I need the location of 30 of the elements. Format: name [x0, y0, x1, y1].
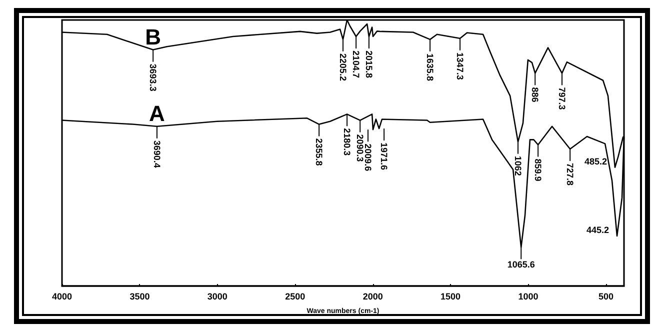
x-tick-label: 2500	[285, 292, 306, 302]
annotation: 2180.3	[342, 128, 352, 156]
x-tick-label: 4000	[52, 292, 72, 302]
annotation: 1065.6	[507, 260, 535, 270]
x-tick-label: 3500	[130, 292, 150, 302]
annotation: 2009.6	[362, 144, 373, 172]
annotation: 2015.8	[364, 50, 374, 78]
x-tick-label: 2000	[362, 292, 383, 302]
annotation: 3690.4	[152, 140, 162, 168]
annotation: 797.3	[556, 87, 567, 110]
annotation: 2104.7	[351, 50, 362, 78]
annotation: 2205.2	[338, 53, 348, 81]
annotation: 1635.8	[425, 53, 436, 81]
annotation: 1347.3	[455, 52, 466, 80]
annotation: 485.2	[584, 156, 607, 166]
annotation: 727.8	[565, 163, 576, 186]
x-tick-label: 3000	[207, 292, 228, 302]
series-label: B	[145, 24, 162, 50]
x-tick-label: 1500	[440, 292, 461, 302]
annotation: 1971.6	[379, 142, 390, 170]
annotation: 3693.3	[148, 64, 158, 92]
x-tick-label: 500	[598, 292, 614, 302]
annotation: 445.2	[586, 224, 610, 235]
annotation: 2355.8	[314, 138, 324, 166]
annotation: 2090.3	[355, 134, 366, 162]
annotation: 859.9	[533, 158, 544, 182]
series-label: A	[149, 100, 166, 126]
annotation: 1062	[513, 156, 524, 176]
x-tick-label: 1000	[518, 292, 538, 302]
annotation: 886	[530, 87, 540, 102]
